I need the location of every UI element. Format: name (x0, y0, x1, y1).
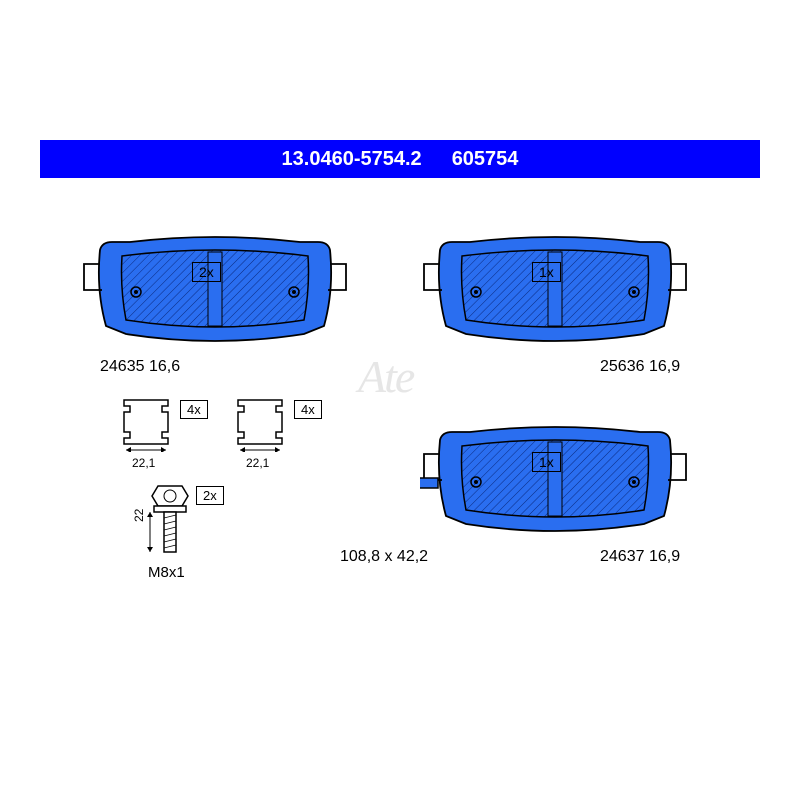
clip-2 (232, 396, 292, 457)
pad-rt-qty: 1x (532, 262, 561, 282)
pad-left-qty: 2x (192, 262, 221, 282)
bolt-qty: 2x (196, 486, 224, 505)
clip-1-width: 22,1 (132, 456, 155, 470)
pad-rb-label: 24637 16,9 (600, 548, 680, 566)
pad-left: 2x (80, 230, 350, 350)
pad-rb-qty: 1x (532, 452, 561, 472)
header-bar: 13.0460-5754.2 605754 (40, 140, 760, 178)
bolt-length: 22 (132, 509, 146, 522)
pad-right-bottom: 1x (420, 420, 690, 540)
clip-1-qty: 4x (180, 400, 208, 419)
header-short-code: 605754 (452, 148, 519, 171)
diagram-frame: 13.0460-5754.2 605754 Ate (40, 140, 760, 660)
clip-2-width: 22,1 (246, 456, 269, 470)
overall-dimension: 108,8 x 42,2 (340, 548, 428, 566)
clip-2-qty: 4x (294, 400, 322, 419)
pad-rt-label: 25636 16,9 (600, 358, 680, 376)
watermark-logo: Ate (358, 350, 413, 403)
bolt-thread: M8x1 (148, 564, 185, 581)
header-part-number: 13.0460-5754.2 (282, 148, 422, 171)
pad-right-top: 1x (420, 230, 690, 350)
pad-left-label: 24635 16,6 (100, 358, 180, 376)
clip-1 (118, 396, 178, 457)
